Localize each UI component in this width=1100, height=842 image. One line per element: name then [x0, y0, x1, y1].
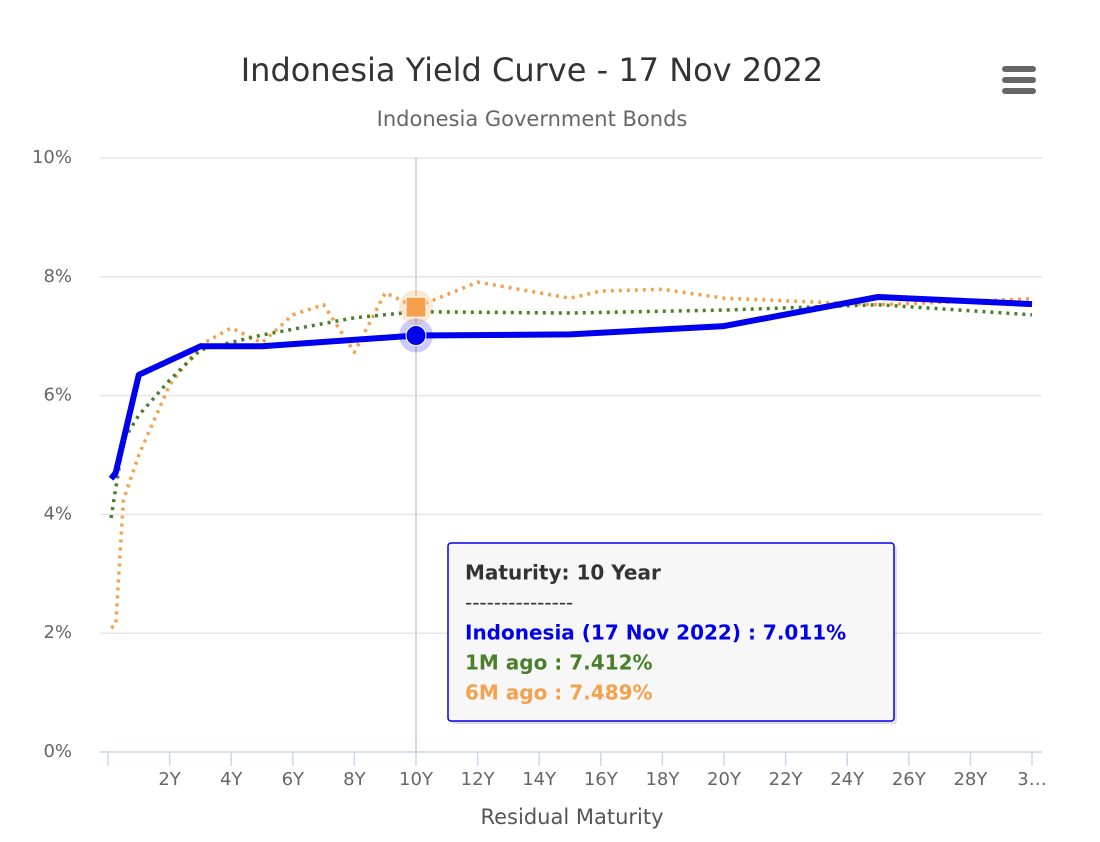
chart-subtitle: Indonesia Government Bonds	[377, 107, 688, 131]
menu-button[interactable]	[1002, 66, 1036, 94]
y-tick-label: 6%	[43, 385, 72, 406]
series-line	[108, 293, 1033, 481]
tooltip: Maturity: 10 Year --------------- Indonesi…	[447, 542, 897, 724]
x-tick-label: 28Y	[953, 769, 988, 790]
hover-marker	[405, 296, 427, 318]
x-tick-label: 26Y	[892, 769, 927, 790]
x-tick-label: 3…	[1017, 769, 1046, 790]
x-tick-label: 16Y	[584, 769, 619, 790]
x-tick-label: 2Y	[158, 769, 181, 790]
x-axis-title: Residual Maturity	[480, 805, 663, 829]
tooltip-line: Indonesia (17 Nov 2022) : 7.011%	[465, 621, 846, 645]
chart-title: Indonesia Yield Curve - 17 Nov 2022	[241, 51, 824, 89]
y-tick-label: 2%	[43, 622, 72, 643]
y-tick-label: 8%	[43, 266, 72, 287]
series-line	[110, 280, 1033, 630]
x-tick-label: 14Y	[522, 769, 557, 790]
menu-bar	[1002, 77, 1036, 83]
x-tick-label: 20Y	[707, 769, 742, 790]
menu-bar	[1002, 88, 1036, 94]
x-tick-label: 10Y	[399, 769, 434, 790]
tooltip-line: 6M ago : 7.489%	[465, 681, 653, 705]
x-tick-label: 8Y	[343, 769, 366, 790]
tooltip-box	[447, 542, 895, 722]
tooltip-separator: ---------------	[465, 591, 573, 615]
x-tick-label: 18Y	[645, 769, 680, 790]
y-tick-label: 0%	[43, 741, 72, 762]
y-tick-label: 4%	[43, 503, 72, 524]
x-tick-label: 22Y	[769, 769, 804, 790]
tooltip-title: Maturity: 10 Year	[465, 561, 661, 585]
tooltip-line: 1M ago : 7.412%	[465, 651, 653, 675]
x-tick-label: 6Y	[282, 769, 305, 790]
hover-marker	[405, 325, 427, 347]
menu-bar	[1002, 66, 1036, 72]
x-tick-label: 12Y	[461, 769, 496, 790]
x-tick-label: 24Y	[830, 769, 865, 790]
y-tick-label: 10%	[32, 147, 72, 168]
x-tick-label: 4Y	[220, 769, 243, 790]
